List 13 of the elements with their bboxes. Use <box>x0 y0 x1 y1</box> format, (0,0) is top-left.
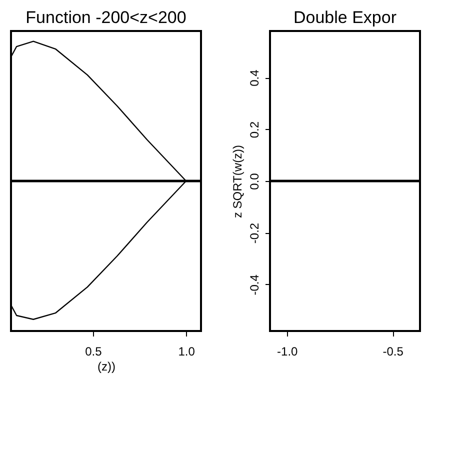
y-tick-label: 0.2 <box>248 121 262 138</box>
y-tick-label: 0.0 <box>248 172 262 190</box>
chart-title: Double Expor <box>293 8 397 27</box>
y-tick-label: -0.4 <box>248 274 262 296</box>
x-tick-label: 1.0 <box>178 344 196 358</box>
y-tick-label: -0.2 <box>248 222 262 244</box>
x-tick-label: -1.0 <box>277 344 298 358</box>
x-tick-label: -0.5 <box>382 344 404 358</box>
x-axis-title: (z)) <box>98 360 116 374</box>
chart-title: Function -200<z<200 <box>26 8 186 27</box>
y-tick-label: 0.4 <box>248 69 262 86</box>
x-tick-label: 0.5 <box>85 344 102 358</box>
y-axis-title: z SQRT(w(z)) <box>230 144 244 218</box>
